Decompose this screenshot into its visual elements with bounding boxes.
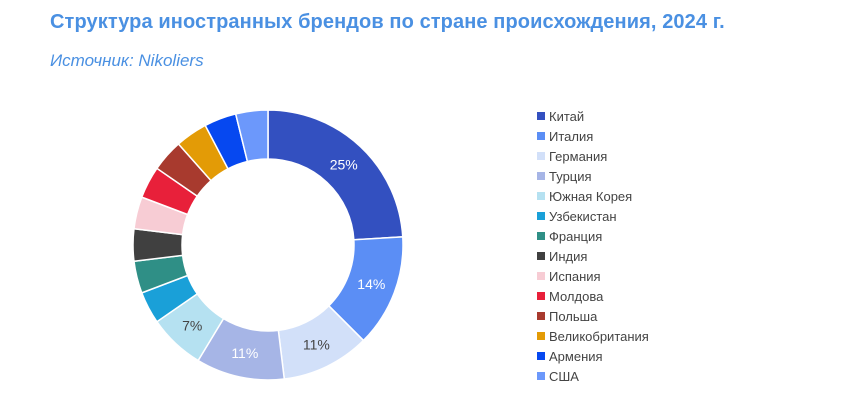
chart-legend[interactable]: Китай Италия Германия Турция Южная Корея Узбе… xyxy=(537,106,649,386)
legend-item[interactable]: Турция xyxy=(537,166,649,186)
legend-swatch xyxy=(537,372,545,380)
legend-item[interactable]: Германия xyxy=(537,146,649,166)
legend-label: Китай xyxy=(549,108,585,124)
slice-value-label: 11% xyxy=(231,345,258,361)
legend-label: Италия xyxy=(549,128,594,144)
chart-subtitle: Источник: Nikoliers xyxy=(50,51,204,70)
legend-swatch xyxy=(537,272,545,280)
legend-swatch xyxy=(537,192,545,200)
legend-item[interactable]: Польша xyxy=(537,306,649,326)
legend-swatch xyxy=(537,132,545,140)
legend-label: Польша xyxy=(549,308,598,324)
chart-title: Структура иностранных брендов по стране … xyxy=(50,11,725,33)
slice-value-label: 14% xyxy=(357,276,385,292)
slice-value-label: 25% xyxy=(330,157,358,173)
legend-label: Молдова xyxy=(549,288,604,304)
legend-label: Турция xyxy=(549,168,592,184)
legend-label: Армения xyxy=(549,348,603,364)
legend-item[interactable]: Китай xyxy=(537,106,649,126)
slice-value-label: 7% xyxy=(182,317,202,333)
legend-item[interactable]: США xyxy=(537,366,649,386)
legend-label: Испания xyxy=(549,268,601,284)
legend-item[interactable]: Молдова xyxy=(537,286,649,306)
legend-swatch xyxy=(537,312,545,320)
legend-swatch xyxy=(537,172,545,180)
donut-slices xyxy=(132,109,404,381)
legend-label: Индия xyxy=(549,248,588,264)
legend-swatch xyxy=(537,232,545,240)
legend-label: США xyxy=(549,368,579,384)
legend-label: Узбекистан xyxy=(549,208,617,224)
donut-slice-1[interactable] xyxy=(267,109,404,241)
legend-item[interactable]: Франция xyxy=(537,226,649,246)
legend-swatch xyxy=(537,212,545,220)
donut-slice-14[interactable] xyxy=(234,109,269,163)
legend-item[interactable]: Великобритания xyxy=(537,326,649,346)
legend-label: Германия xyxy=(549,148,608,164)
legend-swatch xyxy=(537,252,545,260)
slice-value-label: 11% xyxy=(303,336,330,352)
legend-swatch xyxy=(537,292,545,300)
legend-swatch xyxy=(537,152,545,160)
legend-label: Южная Корея xyxy=(549,188,633,204)
legend-swatch xyxy=(537,332,545,340)
legend-item[interactable]: Италия xyxy=(537,126,649,146)
legend-item[interactable]: Южная Корея xyxy=(537,186,649,206)
legend-label: Великобритания xyxy=(549,328,649,344)
legend-label: Франция xyxy=(549,228,603,244)
legend-item[interactable]: Узбекистан xyxy=(537,206,649,226)
legend-swatch xyxy=(537,352,545,360)
legend-item[interactable]: Испания xyxy=(537,266,649,286)
donut-labels: 25% 14% 11% 11% 7% xyxy=(182,157,385,361)
legend-swatch xyxy=(537,112,545,120)
legend-item[interactable]: Индия xyxy=(537,246,649,266)
legend-item[interactable]: Армения xyxy=(537,346,649,366)
